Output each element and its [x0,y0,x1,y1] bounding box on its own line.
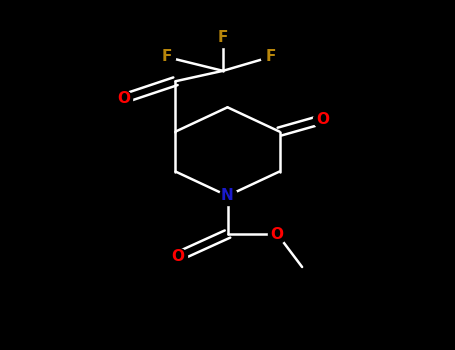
Text: F: F [161,49,172,64]
Text: F: F [265,49,276,64]
Text: N: N [221,188,234,203]
Text: O: O [171,249,184,264]
Text: O: O [271,226,284,242]
Text: O: O [117,91,130,106]
Text: F: F [218,30,228,46]
Text: O: O [316,112,329,127]
